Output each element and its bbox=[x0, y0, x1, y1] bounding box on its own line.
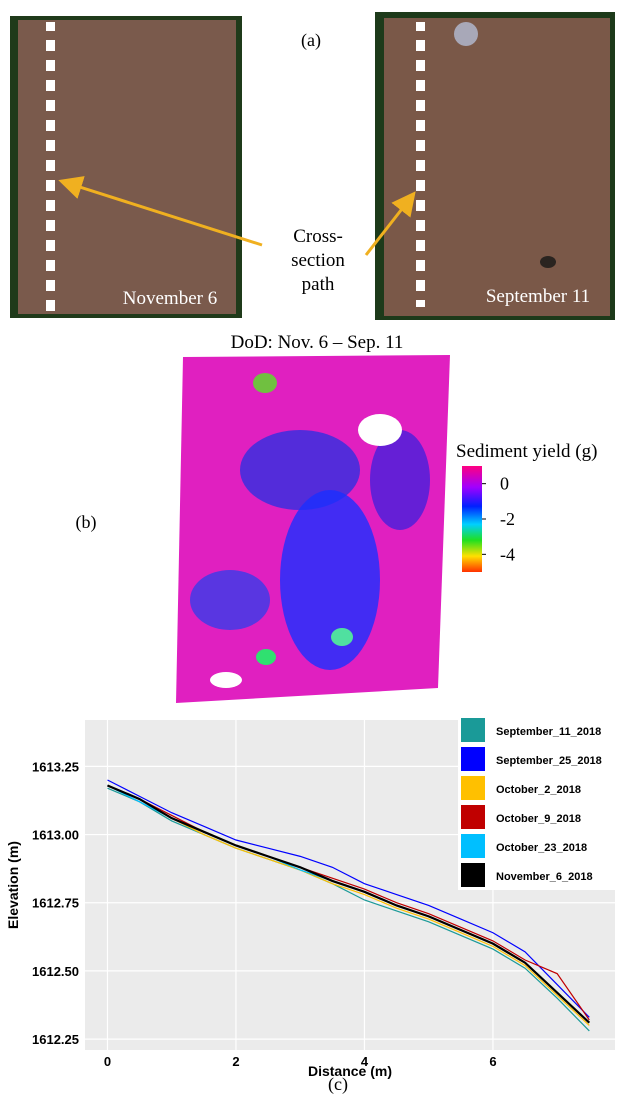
x-axis-title: Distance (m) bbox=[308, 1063, 392, 1079]
dod-map bbox=[176, 355, 450, 703]
legend-label: October_2_2018 bbox=[496, 784, 581, 796]
colorbar bbox=[462, 466, 482, 572]
photo-right bbox=[375, 12, 615, 320]
photo-left bbox=[10, 16, 242, 318]
y-axis-title: Elevation (m) bbox=[5, 841, 21, 929]
colorbar-tick-label: -2 bbox=[500, 509, 515, 529]
date-label: November 6 bbox=[123, 288, 217, 309]
legend-label: September_25_2018 bbox=[496, 755, 602, 767]
x-tick-label: 2 bbox=[232, 1054, 239, 1069]
legend-swatch bbox=[461, 805, 485, 829]
panel-label: (b) bbox=[76, 512, 97, 533]
map-title: DoD: Nov. 6 – Sep. 11 bbox=[231, 332, 404, 353]
figure: (a) November 6 September 11 Cross- secti… bbox=[0, 0, 620, 1095]
legend-swatch bbox=[461, 863, 485, 887]
callout: path bbox=[302, 274, 335, 295]
x-tick-label: 0 bbox=[104, 1054, 111, 1069]
y-tick-label: 1613.00 bbox=[32, 828, 79, 843]
y-tick-label: 1612.75 bbox=[32, 896, 79, 911]
y-tick-label: 1613.25 bbox=[32, 759, 79, 774]
callout: section bbox=[291, 250, 345, 271]
legend-swatch bbox=[461, 776, 485, 800]
legend-label: October_23_2018 bbox=[496, 842, 587, 854]
colorbar-tick-label: 0 bbox=[500, 474, 509, 494]
panel-label: (c) bbox=[328, 1074, 348, 1095]
x-tick-label: 6 bbox=[489, 1054, 496, 1069]
date-label: September 11 bbox=[486, 286, 590, 307]
legend-label: September_11_2018 bbox=[496, 726, 601, 738]
y-tick-label: 1612.50 bbox=[32, 964, 79, 979]
legend-label: November_6_2018 bbox=[496, 871, 593, 883]
callout: Cross- bbox=[293, 226, 343, 247]
legend-swatch bbox=[461, 747, 485, 771]
colorbar-title: Sediment yield (g) bbox=[456, 441, 597, 462]
colorbar-tick-label: -4 bbox=[500, 544, 515, 564]
legend-swatch bbox=[461, 834, 485, 858]
legend-label: October_9_2018 bbox=[496, 813, 581, 825]
y-tick-label: 1612.25 bbox=[32, 1032, 79, 1047]
legend-swatch bbox=[461, 718, 485, 742]
panel-label: (a) bbox=[301, 30, 321, 51]
